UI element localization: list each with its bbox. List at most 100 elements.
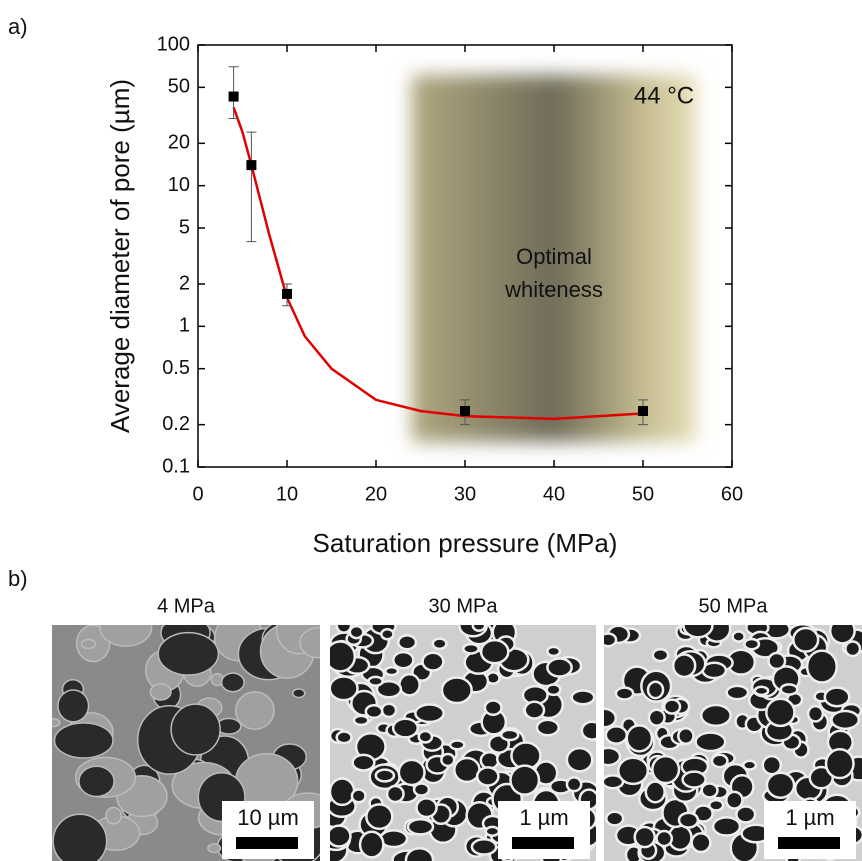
sem-image <box>52 625 320 861</box>
data-point <box>282 288 292 299</box>
data-point <box>638 406 648 417</box>
pore <box>80 638 97 650</box>
scale-bar <box>236 837 298 849</box>
pore <box>351 753 376 772</box>
image-caption: 4 MPa <box>157 595 216 617</box>
scale-bar-label: 1 µm <box>785 805 834 830</box>
pore <box>421 651 445 672</box>
pore <box>500 728 520 742</box>
pore <box>570 689 596 706</box>
pore <box>651 647 670 663</box>
pore <box>523 700 546 720</box>
pore <box>398 672 421 697</box>
image-caption: 30 MPa <box>429 595 499 617</box>
plot-area <box>411 75 697 442</box>
pore <box>105 806 123 825</box>
pore <box>828 625 856 645</box>
pore <box>767 651 787 671</box>
x-tick-label: 50 <box>632 483 654 505</box>
pore <box>299 627 320 659</box>
shaded-region <box>411 75 697 442</box>
pore <box>335 730 353 745</box>
y-tick-label: 10 <box>168 174 190 196</box>
annotation: Optimal whiteness <box>504 244 603 302</box>
pore <box>779 683 799 696</box>
pore <box>700 782 719 799</box>
pore <box>565 746 594 773</box>
pore <box>509 764 541 796</box>
x-tick-label: 20 <box>365 483 387 505</box>
pore <box>380 702 398 719</box>
pore <box>580 720 596 741</box>
pore <box>374 768 396 783</box>
pore <box>431 637 448 651</box>
pore <box>604 632 618 648</box>
x-axis-label: Saturation pressure (MPa) <box>313 528 618 558</box>
scale-box <box>222 801 314 859</box>
pore <box>412 782 431 797</box>
pore <box>633 825 656 849</box>
pore <box>364 704 384 720</box>
pore <box>365 803 394 831</box>
pore <box>677 811 700 829</box>
scale-bar-label: 1 µm <box>519 805 568 830</box>
pore <box>761 754 783 776</box>
pore <box>546 645 562 658</box>
fit-line <box>232 106 644 421</box>
pore <box>824 748 855 780</box>
pore <box>352 714 370 727</box>
pore <box>484 825 501 837</box>
pore <box>99 625 153 647</box>
y-axis-label: Average diameter of pore (µm) <box>105 79 135 433</box>
y-tick-label: 20 <box>168 132 190 154</box>
pore <box>462 642 480 655</box>
pore <box>662 698 682 715</box>
pore <box>644 780 666 804</box>
pore <box>604 746 622 767</box>
pore <box>792 626 820 653</box>
annotation: 44 °C <box>634 82 694 109</box>
x-tick-label: 0 <box>192 483 203 505</box>
pore <box>157 631 220 676</box>
pore <box>397 634 418 651</box>
pore <box>385 784 405 804</box>
error-bar <box>246 131 257 243</box>
pore <box>694 731 727 753</box>
pore <box>440 676 473 705</box>
pore <box>647 708 666 727</box>
pore <box>735 805 757 824</box>
pore <box>604 707 618 729</box>
x-tick-label: 40 <box>543 483 565 505</box>
pore <box>605 810 625 827</box>
pore <box>367 675 384 687</box>
x-tick-label: 30 <box>454 483 476 505</box>
panel-label: a) <box>8 14 28 39</box>
y-tick-label: 0.5 <box>162 357 190 379</box>
pore <box>170 703 221 756</box>
sem-image <box>330 625 596 861</box>
pore <box>742 759 758 771</box>
panel-label: b) <box>8 566 28 591</box>
data-point <box>246 160 257 171</box>
scale-box <box>764 801 856 859</box>
data-point <box>460 406 470 417</box>
pore <box>682 625 714 639</box>
pore <box>765 771 796 799</box>
pore <box>207 843 222 854</box>
pore <box>470 838 498 856</box>
pore <box>52 717 61 728</box>
pore <box>479 638 510 665</box>
pore <box>52 813 108 861</box>
pore <box>681 770 707 789</box>
pore <box>690 832 712 854</box>
pore <box>415 797 438 819</box>
pore <box>404 846 435 861</box>
pore <box>384 665 400 677</box>
annotation-line: whiteness <box>504 277 603 302</box>
pore <box>475 766 500 787</box>
pore <box>765 697 796 728</box>
y-tick-label: 0.2 <box>162 413 190 435</box>
pore <box>330 640 357 673</box>
pore <box>391 717 419 739</box>
pore <box>830 709 861 731</box>
